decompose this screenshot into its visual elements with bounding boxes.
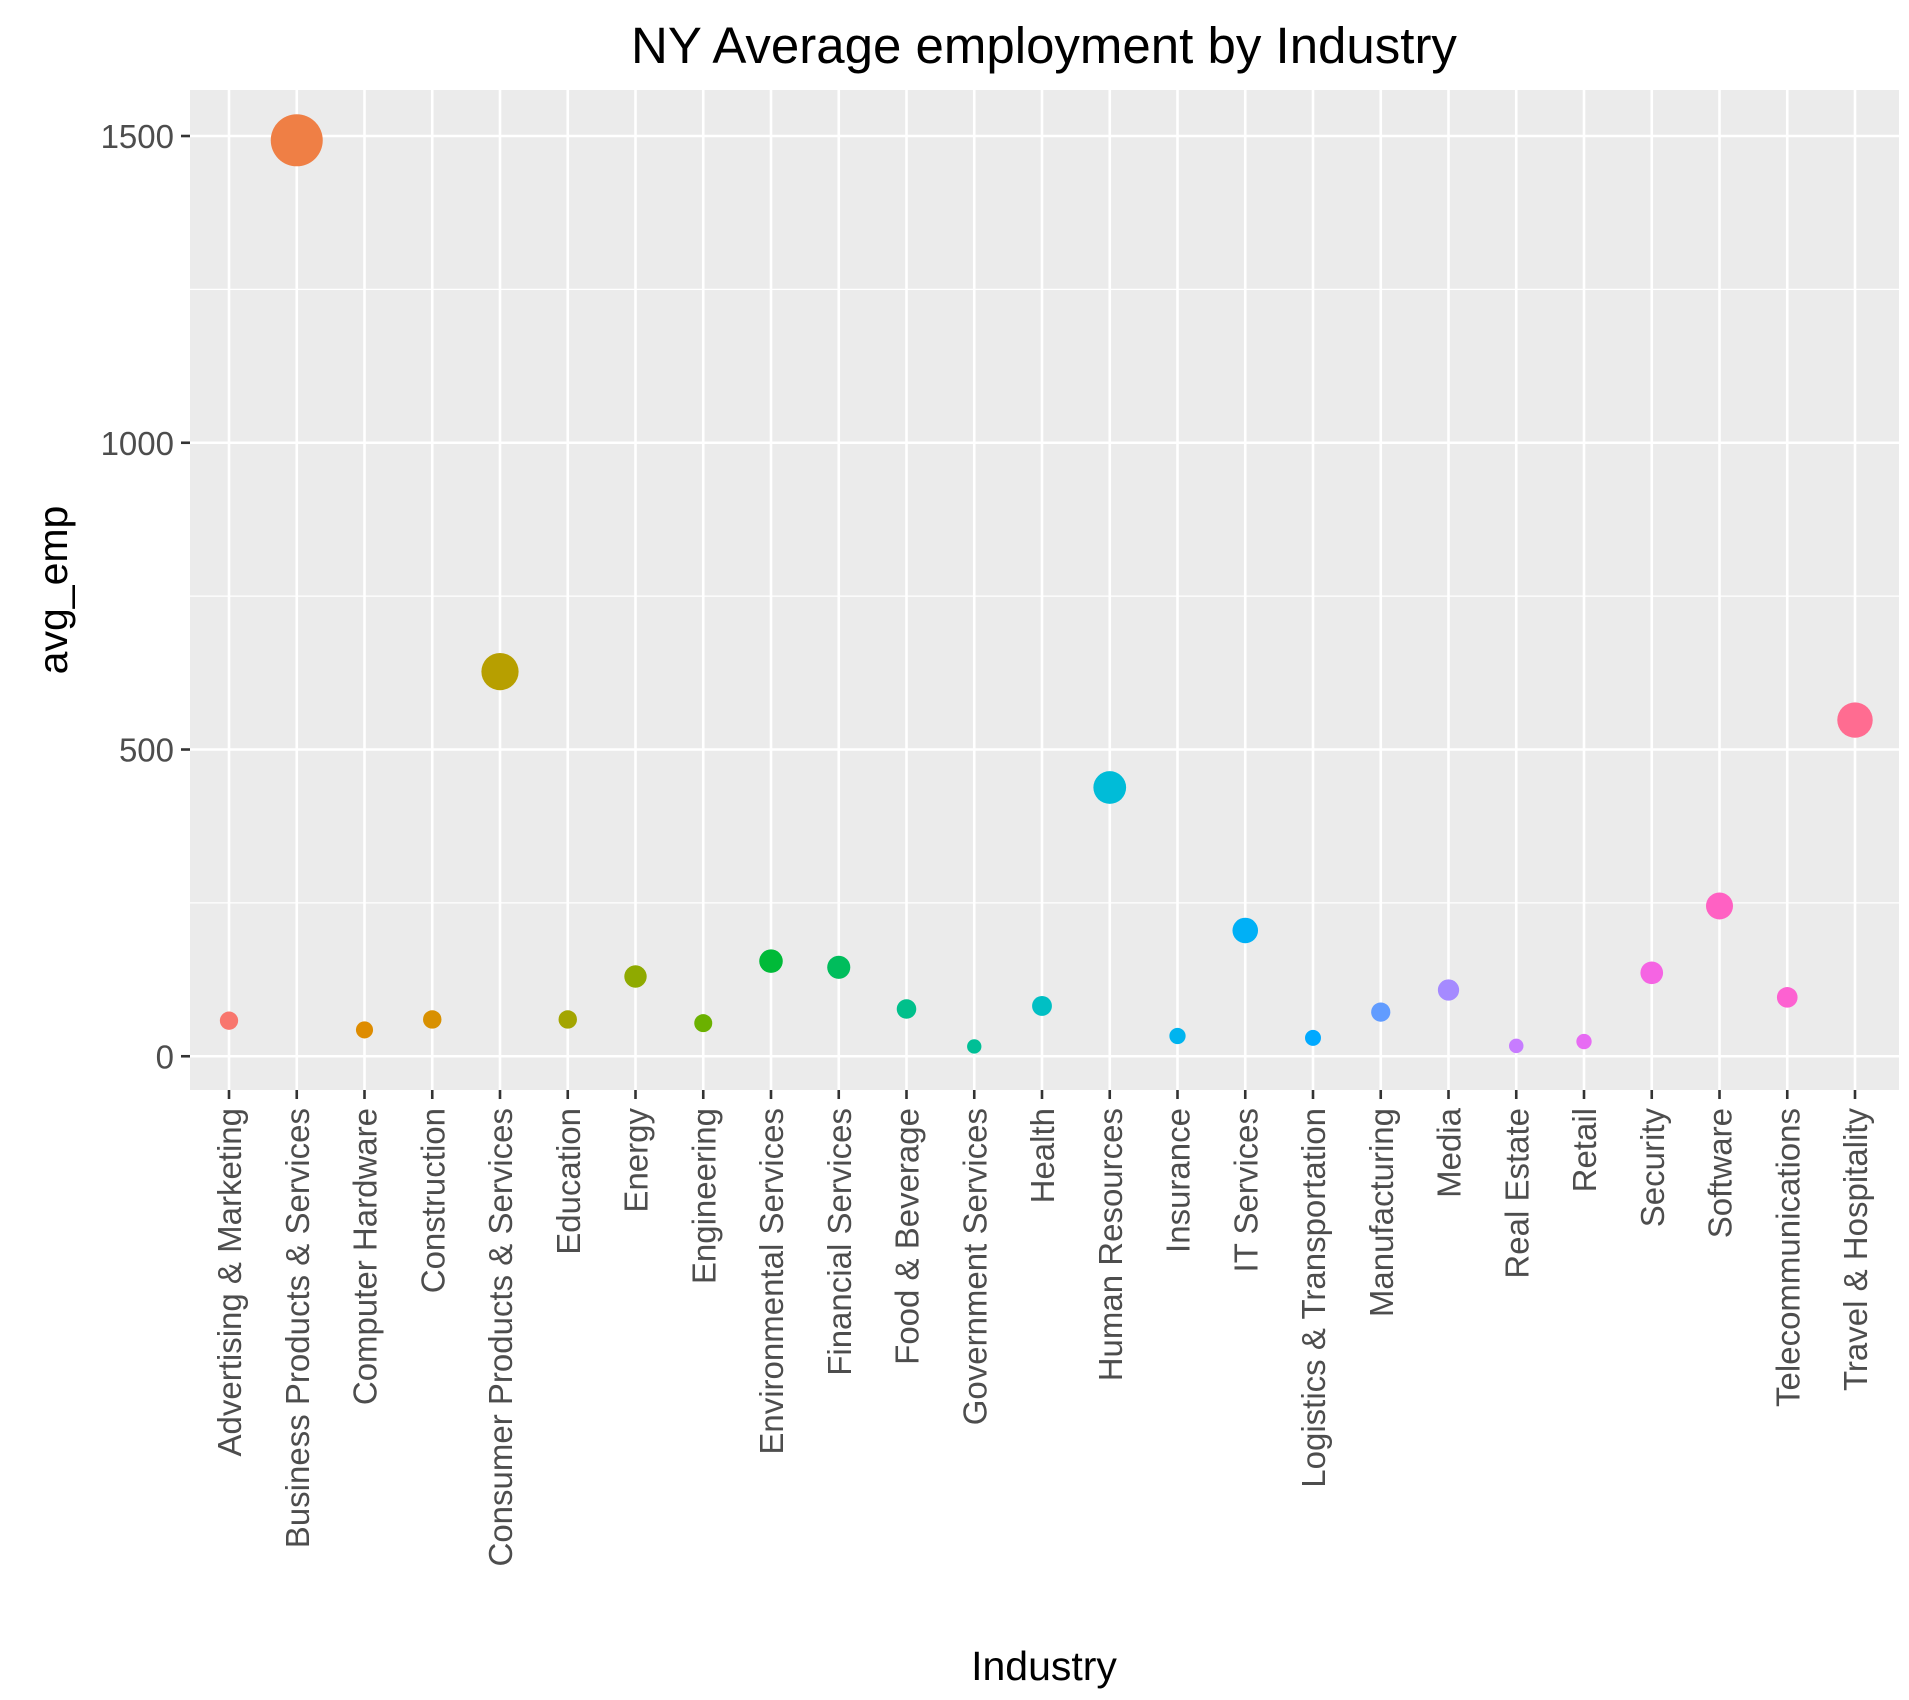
y-tick-label: 1000 [101, 425, 174, 462]
data-point [624, 965, 647, 988]
data-points [219, 114, 1873, 1054]
data-point [270, 114, 323, 167]
x-tick-label: Education [550, 1108, 587, 1255]
x-tick-label: Real Estate [1498, 1108, 1535, 1279]
x-tick-label: Insurance [1160, 1108, 1197, 1253]
data-point [1437, 979, 1460, 1001]
data-point [1305, 1029, 1321, 1046]
data-point [355, 1021, 374, 1039]
x-tick-label: Advertising & Marketing [211, 1108, 248, 1456]
data-point [481, 652, 519, 691]
x-tick-label: Energy [618, 1108, 655, 1213]
x-tick-label: Travel & Hospitality [1837, 1108, 1874, 1392]
data-point [1093, 771, 1127, 804]
data-point [759, 949, 783, 973]
data-point [1705, 892, 1734, 920]
x-tick-label: Security [1634, 1108, 1671, 1228]
x-tick-label: Engineering [685, 1108, 722, 1284]
x-tick-label: Food & Beverage [889, 1108, 926, 1365]
data-point [423, 1010, 442, 1029]
x-tick-label: Human Resources [1092, 1108, 1129, 1381]
y-tick-label: 500 [119, 732, 174, 769]
data-point [1371, 1002, 1391, 1022]
x-tick-label: Financial Services [821, 1108, 858, 1376]
y-tick-label: 1500 [101, 118, 174, 155]
data-point [1032, 996, 1052, 1016]
x-tick-label: Logistics & Transportation [1295, 1108, 1332, 1488]
data-point [1169, 1027, 1186, 1045]
x-tick-label: Government Services [956, 1108, 993, 1425]
x-tick-label: Construction [414, 1108, 451, 1293]
axes [181, 134, 1857, 1099]
data-point [1837, 702, 1873, 738]
data-point [1576, 1033, 1592, 1050]
x-tick-label: Computer Hardware [347, 1108, 384, 1405]
data-point [1232, 917, 1259, 944]
x-tick-label: Telecommunications [1769, 1108, 1806, 1407]
x-tick-label: IT Services [1227, 1108, 1264, 1272]
chart-title: NY Average employment by Industry [631, 17, 1457, 74]
tick-labels: 0 500 1000 1500 Advertising & Marketing Busin… [101, 118, 1874, 1567]
data-point [694, 1014, 713, 1033]
x-axis-title: Industry [971, 1643, 1117, 1689]
x-tick-label: Health [1024, 1108, 1061, 1203]
data-point [1509, 1038, 1524, 1054]
x-tick-label: Retail [1566, 1108, 1603, 1192]
x-tick-label: Consumer Products & Services [482, 1108, 519, 1567]
data-point [896, 999, 917, 1019]
y-axis-title: avg_emp [30, 506, 76, 675]
data-point [827, 955, 851, 979]
y-tick-label: 0 [156, 1038, 174, 1075]
plot-panel [190, 90, 1899, 1090]
x-tick-label: Manufacturing [1363, 1108, 1400, 1317]
data-point [967, 1039, 982, 1054]
data-point [219, 1011, 239, 1030]
data-point [1640, 961, 1664, 985]
x-tick-label: Media [1431, 1107, 1468, 1198]
data-point [1776, 987, 1798, 1008]
x-tick-label: Software [1702, 1108, 1739, 1238]
data-point [558, 1010, 577, 1029]
x-tick-label: Environmental Services [753, 1108, 790, 1455]
x-tick-label: Business Products & Services [279, 1108, 316, 1548]
